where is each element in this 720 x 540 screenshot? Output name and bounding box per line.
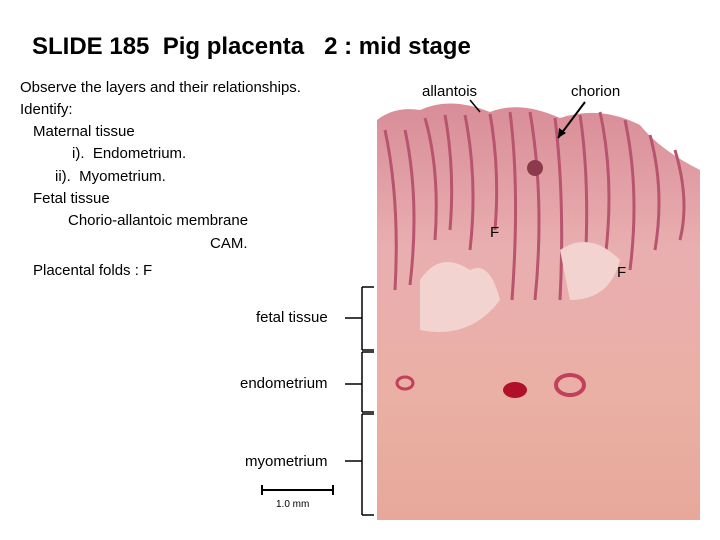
chorion-label: chorion: [571, 83, 620, 100]
annotations: allantois chorion F F: [422, 83, 626, 281]
instruction-line: Observe the layers and their relationshi…: [20, 79, 301, 96]
scale-line: [261, 485, 334, 495]
layer-label: myometrium: [245, 453, 328, 470]
layer-label: endometrium: [240, 375, 328, 392]
arrowhead: [558, 128, 566, 138]
bracket: [345, 413, 374, 516]
instruction-line: i). Endometrium.: [72, 145, 186, 162]
scale-label: 1.0 mm: [276, 499, 309, 510]
gland-space: [420, 262, 500, 332]
lumen: [377, 100, 700, 170]
allantois-label: allantois: [422, 83, 477, 100]
bracket: [345, 286, 374, 351]
scale-bar: 1.0 mm: [261, 485, 334, 510]
instruction-line: Maternal tissue: [33, 123, 135, 140]
fold-marker: F: [490, 224, 499, 241]
blood-vessels: [395, 160, 586, 398]
instruction-line: Identify:: [20, 101, 73, 118]
layer-label: fetal tissue: [256, 309, 328, 326]
instruction-line: Fetal tissue: [33, 190, 110, 207]
fold-marker: F: [617, 264, 626, 281]
pointer: [469, 99, 481, 113]
instruction-line: ii). Myometrium.: [55, 168, 166, 185]
gland-space: [560, 242, 620, 300]
micrograph: [377, 100, 700, 520]
bracket: [345, 351, 374, 413]
placental-folds: [383, 111, 686, 301]
instruction-line: Chorio-allantoic membrane: [68, 212, 248, 229]
slide-title: SLIDE 185 Pig placenta 2 : mid stage: [32, 33, 471, 60]
layer-brackets: fetal tissue endometrium myometrium: [240, 286, 374, 516]
instruction-line: CAM.: [210, 235, 248, 252]
instructions: Observe the layers and their relationshi…: [20, 79, 301, 279]
instruction-line: Placental folds : F: [33, 262, 152, 279]
